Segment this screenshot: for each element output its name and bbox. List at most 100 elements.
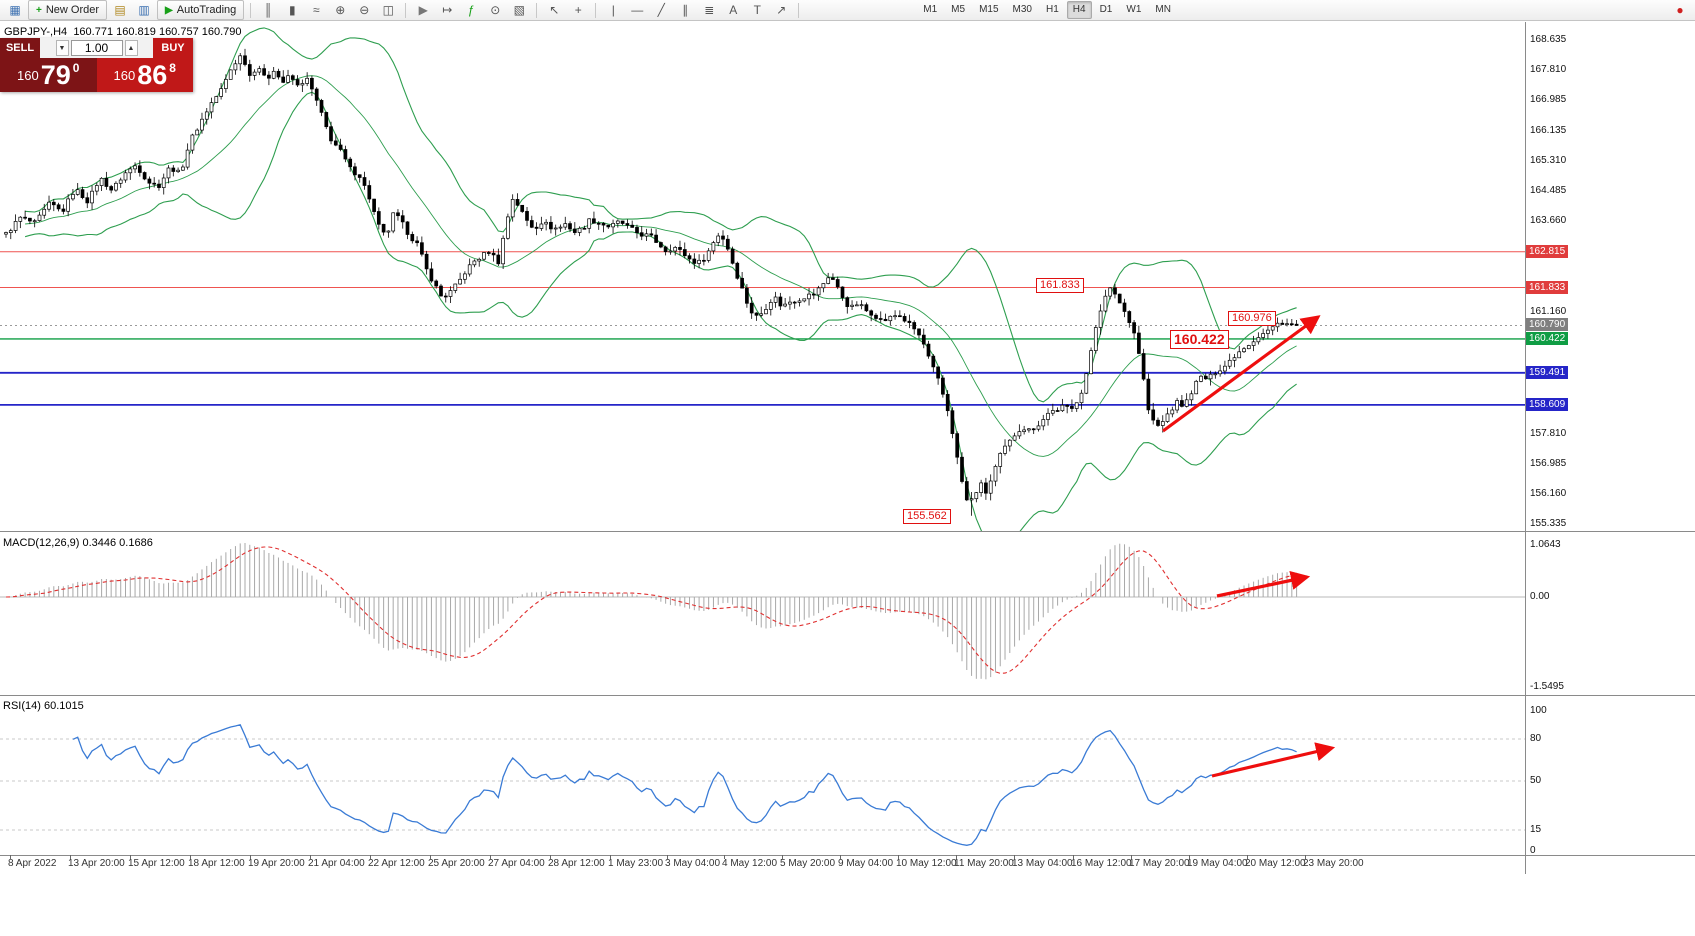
trend-arrow[interactable] bbox=[1162, 315, 1321, 433]
price-callout-160.976[interactable]: 160.976 bbox=[1228, 311, 1276, 326]
time-axis-tick bbox=[1131, 855, 1132, 859]
zoom-in-icon[interactable]: ⊕ bbox=[335, 3, 346, 17]
vertical-line-icon[interactable]: | bbox=[611, 3, 615, 17]
fibonacci-icon[interactable]: ≣ bbox=[704, 3, 715, 17]
horizontal-line-icon[interactable]: — bbox=[631, 3, 644, 17]
candle-body bbox=[1046, 412, 1050, 420]
time-axis-label[interactable]: 13 May 04:00 bbox=[1012, 858, 1073, 869]
time-axis-label[interactable]: 13 Apr 20:00 bbox=[68, 858, 125, 869]
price-badge-159.491: 159.491 bbox=[1526, 366, 1569, 379]
time-axis-label[interactable]: 11 May 20:00 bbox=[954, 858, 1014, 869]
buy-button[interactable]: 160 86 8 bbox=[96, 58, 193, 92]
time-axis-label[interactable]: 16 May 12:00 bbox=[1071, 858, 1132, 869]
timeframe-m30[interactable]: M30 bbox=[1012, 4, 1032, 15]
time-axis-label[interactable]: 10 May 12:00 bbox=[896, 858, 957, 869]
cursor-icon[interactable]: ↖ bbox=[549, 3, 560, 17]
time-axis-label[interactable]: 22 Apr 12:00 bbox=[368, 858, 425, 869]
time-axis-label[interactable]: 25 Apr 20:00 bbox=[428, 858, 485, 869]
time-axis-label[interactable]: 19 May 04:00 bbox=[1187, 858, 1248, 869]
text-icon[interactable]: A bbox=[729, 3, 738, 17]
timeframe-m5[interactable]: M5 bbox=[951, 4, 966, 15]
time-axis-label[interactable]: 20 May 12:00 bbox=[1245, 858, 1306, 869]
timeframe-d1[interactable]: D1 bbox=[1099, 4, 1113, 15]
time-axis-label[interactable]: 9 May 04:00 bbox=[838, 858, 894, 869]
new-order-button[interactable]: + New Order bbox=[28, 0, 108, 20]
candle-body bbox=[209, 102, 214, 113]
time-axis-label[interactable]: 18 Apr 12:00 bbox=[188, 858, 245, 869]
price-callout-155.562[interactable]: 155.562 bbox=[903, 509, 951, 524]
candle-body bbox=[601, 223, 606, 226]
time-axis-label[interactable]: 15 Apr 12:00 bbox=[128, 858, 185, 869]
time-axis-label[interactable]: 8 Apr 2022 bbox=[8, 858, 57, 869]
time-axis-label[interactable]: 21 Apr 04:00 bbox=[308, 858, 365, 869]
candle-body bbox=[917, 328, 921, 336]
candle-body bbox=[477, 258, 482, 262]
tile-windows-icon[interactable]: ◫ bbox=[382, 3, 394, 17]
buy-label: BUY bbox=[153, 38, 193, 58]
candle-body bbox=[1170, 409, 1175, 415]
timeframe-m1[interactable]: M1 bbox=[923, 4, 938, 15]
candle-body bbox=[802, 298, 807, 302]
candle-body bbox=[133, 165, 137, 170]
rsi-indicator-panel[interactable] bbox=[0, 697, 1525, 855]
arrows-icon[interactable]: ↗ bbox=[776, 3, 787, 17]
timeframe-h1[interactable]: H1 bbox=[1045, 4, 1059, 15]
new-chart-icon[interactable]: ▦ bbox=[9, 3, 21, 17]
time-axis-label[interactable]: 5 May 20:00 bbox=[780, 858, 836, 869]
candle-body bbox=[1203, 375, 1208, 380]
time-axis-label[interactable]: 28 Apr 12:00 bbox=[548, 858, 605, 869]
community-icon[interactable]: ● bbox=[1676, 3, 1684, 17]
candle-body bbox=[534, 226, 539, 229]
trend-arrow[interactable] bbox=[1216, 570, 1311, 598]
navigator-icon[interactable]: ▥ bbox=[138, 3, 150, 17]
volume-increase-button[interactable]: ▲ bbox=[124, 40, 138, 56]
toolbar-separator bbox=[595, 2, 597, 18]
sell-button[interactable]: 160 79 0 bbox=[0, 58, 97, 92]
candle-body bbox=[267, 74, 271, 79]
candle-body bbox=[190, 134, 195, 151]
candle-body bbox=[238, 55, 243, 65]
market-watch-icon[interactable]: ▤ bbox=[114, 3, 126, 17]
time-axis-label[interactable]: 27 Apr 04:00 bbox=[488, 858, 545, 869]
timeframe-m15[interactable]: M15 bbox=[979, 4, 999, 15]
candle-body bbox=[816, 287, 821, 296]
volume-input[interactable] bbox=[70, 40, 123, 56]
panel-splitter[interactable] bbox=[0, 695, 1695, 696]
trendline-icon[interactable]: ╱ bbox=[657, 3, 665, 17]
chart-shift-icon[interactable]: ↦ bbox=[442, 3, 453, 17]
candle-body bbox=[506, 216, 510, 239]
time-axis-label[interactable]: 19 Apr 20:00 bbox=[248, 858, 305, 869]
timeframe-h4[interactable]: H4 bbox=[1066, 1, 1092, 19]
indicators-icon[interactable]: ƒ bbox=[467, 3, 475, 17]
candlestick-chart-icon[interactable]: ▮ bbox=[288, 3, 296, 17]
price-badge-160.790: 160.790 bbox=[1526, 318, 1569, 331]
price-chart[interactable] bbox=[0, 22, 1525, 531]
time-axis-tick bbox=[490, 855, 491, 859]
line-chart-icon[interactable]: ≈ bbox=[312, 3, 320, 17]
macd-indicator-panel[interactable] bbox=[0, 533, 1525, 695]
candle-body bbox=[1027, 428, 1031, 431]
auto-scroll-icon[interactable]: ▶ bbox=[418, 3, 428, 17]
time-axis-tick bbox=[840, 855, 841, 859]
time-axis-label[interactable]: 4 May 12:00 bbox=[722, 858, 778, 869]
time-axis-label[interactable]: 23 May 20:00 bbox=[1303, 858, 1364, 869]
candle-body bbox=[673, 247, 678, 252]
time-axis-label[interactable]: 3 May 04:00 bbox=[665, 858, 721, 869]
autotrading-button[interactable]: ▶ AutoTrading bbox=[157, 0, 245, 20]
price-callout-161.833[interactable]: 161.833 bbox=[1036, 278, 1084, 293]
periods-icon[interactable]: ⊙ bbox=[490, 3, 501, 17]
trend-arrow[interactable] bbox=[1211, 742, 1336, 778]
time-axis-label[interactable]: 17 May 20:00 bbox=[1129, 858, 1190, 869]
timeframe-mn[interactable]: MN bbox=[1155, 4, 1171, 15]
zoom-out-icon[interactable]: ⊖ bbox=[359, 3, 370, 17]
channel-icon[interactable]: ∥ bbox=[682, 3, 689, 17]
label-icon[interactable]: T bbox=[753, 3, 761, 17]
templates-icon[interactable]: ▧ bbox=[513, 3, 525, 17]
bar-chart-icon[interactable]: ║ bbox=[264, 3, 273, 17]
price-callout-160.422[interactable]: 160.422 bbox=[1170, 330, 1229, 349]
time-axis-label[interactable]: 1 May 23:00 bbox=[608, 858, 664, 869]
crosshair-icon[interactable]: + bbox=[574, 3, 582, 17]
timeframe-w1[interactable]: W1 bbox=[1126, 4, 1142, 15]
panel-splitter[interactable] bbox=[0, 531, 1695, 532]
volume-decrease-button[interactable]: ▼ bbox=[55, 40, 69, 56]
